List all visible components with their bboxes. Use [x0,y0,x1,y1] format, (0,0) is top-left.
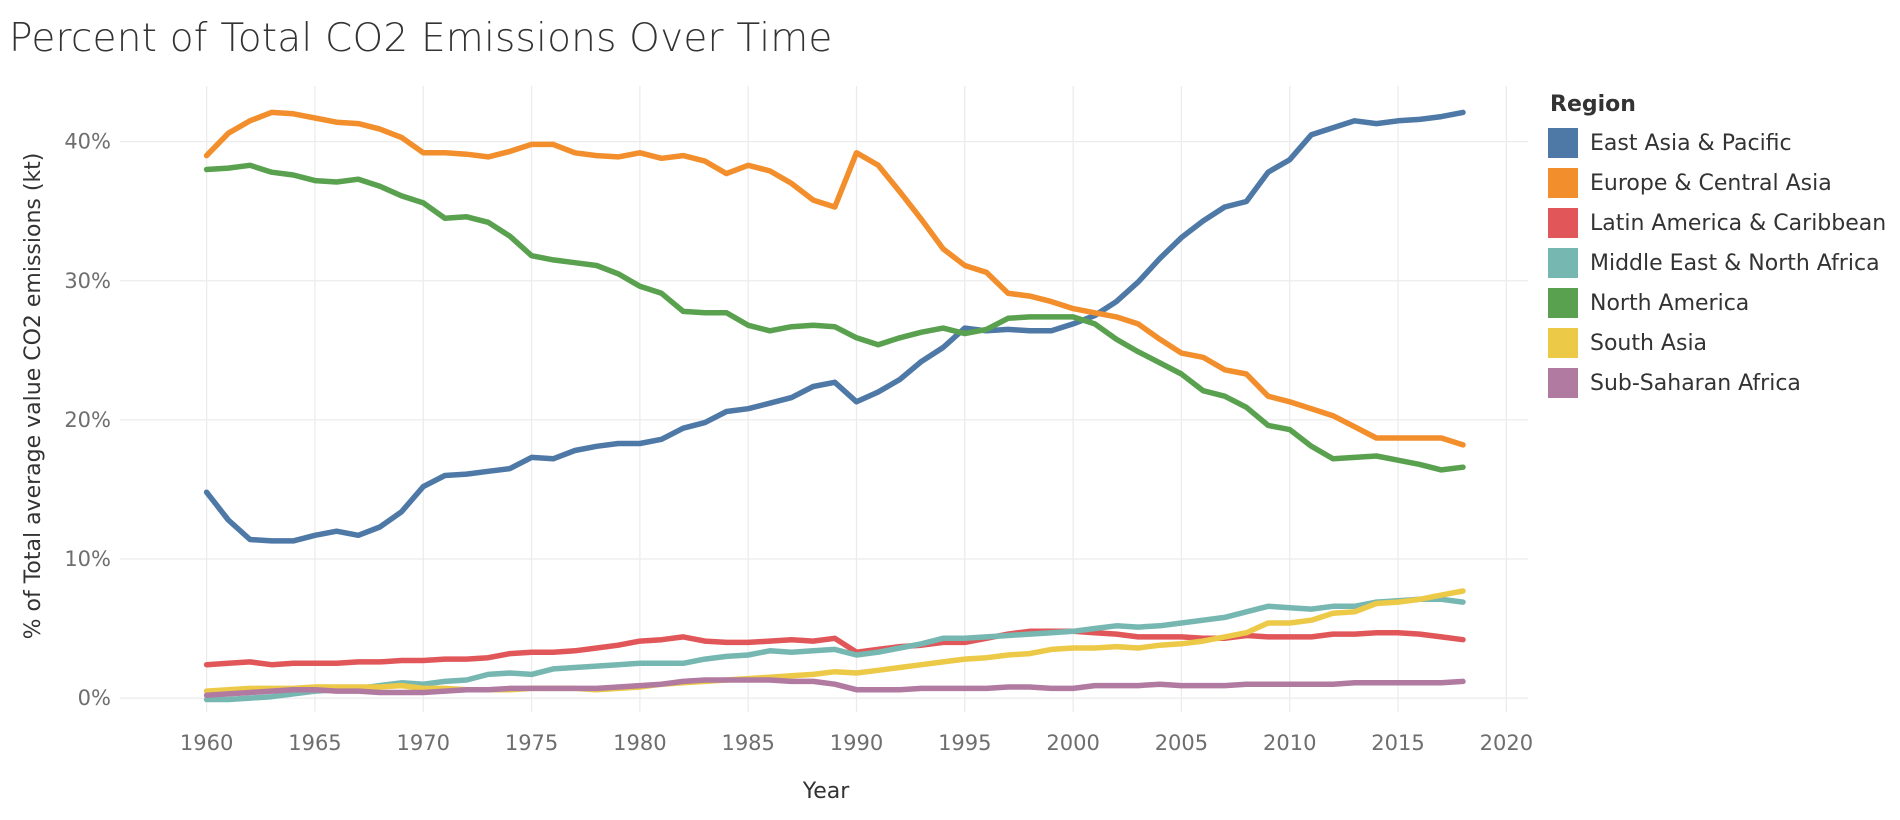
legend-label: South Asia [1590,330,1708,356]
y-tick-label: 20% [64,408,111,432]
legend-swatch [1548,328,1578,358]
legend-swatch [1548,368,1578,398]
legend-label: Middle East & North Africa [1590,250,1880,276]
x-tick-labels: 1960 1965 1970 1975 1980 1985 1990 1995 2000 2005… [180,731,1533,755]
legend-item[interactable]: East Asia & Pacific [1548,123,1898,163]
x-tick-label: 1995 [938,731,991,755]
x-tick-label: 1985 [721,731,774,755]
series-line-5 [203,588,1466,694]
legend-items: East Asia & Pacific Europe & Central Asia… [1548,123,1898,403]
legend-item[interactable]: Sub-Saharan Africa [1548,363,1898,403]
x-axis-title: Year [802,779,851,804]
y-tick-labels: 0% 10% 20% 30% 40% [64,130,111,710]
x-tick-label: 2010 [1263,731,1316,755]
legend-item[interactable]: Latin America & Caribbean [1548,203,1898,243]
x-tick-label: 1960 [180,731,233,755]
x-tick-label: 1980 [613,731,666,755]
series-layer [203,109,1466,703]
series-line-4 [203,162,1466,473]
x-tick-label: 1975 [505,731,558,755]
series-line-2 [203,628,1466,668]
legend-title: Region [1550,92,1636,117]
legend-swatch [1548,128,1578,158]
series-line-6 [203,677,1466,699]
x-tick-label: 1990 [830,731,883,755]
legend-label: Latin America & Caribbean [1590,210,1887,236]
y-tick-label: 0% [78,686,111,710]
x-tick-label: 2000 [1046,731,1099,755]
y-tick-label: 40% [64,130,111,154]
legend-swatch [1548,288,1578,318]
x-tick-label: 2015 [1371,731,1424,755]
x-tick-label: 1970 [397,731,450,755]
legend-swatch [1548,208,1578,238]
x-tick-label: 1965 [288,731,341,755]
legend-label: North America [1590,290,1750,316]
legend-swatch [1548,248,1578,278]
legend-item[interactable]: Europe & Central Asia [1548,163,1898,203]
page-title: Percent of Total CO2 Emissions Over Time [9,16,833,61]
y-tick-label: 30% [64,269,111,293]
legend-item[interactable]: Middle East & North Africa [1548,243,1898,283]
legend-swatch [1548,168,1578,198]
x-tick-label: 2020 [1480,731,1533,755]
line-chart: 1960 1965 1970 1975 1980 1985 1990 1995 2000 2005… [21,86,1533,804]
legend-label: Sub-Saharan Africa [1590,370,1801,396]
legend-item[interactable]: North America [1548,283,1898,323]
x-tick-label: 2005 [1155,731,1208,755]
legend-label: East Asia & Pacific [1590,130,1792,156]
legend-item[interactable]: South Asia [1548,323,1898,363]
series-line-3 [203,596,1466,703]
series-line-1 [203,109,1466,448]
legend-label: Europe & Central Asia [1590,170,1832,196]
series-line-0 [203,109,1466,544]
y-tick-label: 10% [64,547,111,571]
y-axis-title: % of Total average value CO2 emissions (… [21,153,46,640]
legend: Region East Asia & Pacific Europe & Centr… [1548,92,1898,403]
